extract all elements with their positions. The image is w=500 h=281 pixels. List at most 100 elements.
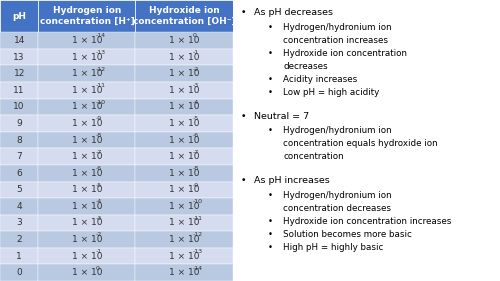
Text: High pH = highly basic: High pH = highly basic bbox=[284, 243, 384, 252]
Text: decreases: decreases bbox=[284, 62, 328, 71]
Text: -14: -14 bbox=[96, 33, 106, 38]
Bar bbox=[38, 82, 136, 99]
Text: -14: -14 bbox=[193, 266, 203, 271]
Text: -10: -10 bbox=[96, 100, 106, 105]
Bar bbox=[0, 65, 38, 82]
Bar bbox=[0, 165, 38, 182]
Bar bbox=[38, 198, 136, 215]
Text: -3: -3 bbox=[193, 83, 199, 88]
Bar bbox=[38, 165, 136, 182]
Text: -5: -5 bbox=[96, 183, 102, 188]
Bar bbox=[136, 231, 232, 248]
Text: 1 × 10: 1 × 10 bbox=[72, 218, 102, 228]
Bar bbox=[38, 215, 136, 231]
Text: 1 × 10: 1 × 10 bbox=[168, 202, 199, 211]
Bar bbox=[136, 148, 232, 165]
Bar bbox=[0, 99, 38, 115]
Bar bbox=[0, 148, 38, 165]
Text: 1 × 10: 1 × 10 bbox=[72, 152, 102, 161]
Text: As pH increases: As pH increases bbox=[254, 176, 330, 185]
Bar bbox=[38, 264, 136, 281]
Text: -2: -2 bbox=[96, 232, 102, 237]
Text: 1 × 10: 1 × 10 bbox=[72, 102, 102, 112]
Text: •: • bbox=[268, 49, 272, 58]
Text: -13: -13 bbox=[96, 50, 106, 55]
Bar bbox=[0, 182, 38, 198]
Text: 1 × 10: 1 × 10 bbox=[72, 268, 102, 277]
Text: 12: 12 bbox=[14, 69, 25, 78]
Text: Hydroxide ion concentration: Hydroxide ion concentration bbox=[284, 49, 408, 58]
Text: 8: 8 bbox=[16, 135, 22, 145]
Text: •: • bbox=[268, 217, 272, 226]
Text: •: • bbox=[240, 8, 246, 17]
Bar bbox=[0, 215, 38, 231]
Bar bbox=[136, 0, 232, 32]
Text: concentration equals hydroxide ion: concentration equals hydroxide ion bbox=[284, 139, 438, 148]
Text: 1 × 10: 1 × 10 bbox=[168, 268, 199, 277]
Text: Hydroxide ion concentration increases: Hydroxide ion concentration increases bbox=[284, 217, 452, 226]
Text: 3: 3 bbox=[16, 218, 22, 228]
Text: 1 × 10: 1 × 10 bbox=[72, 69, 102, 78]
Text: -4: -4 bbox=[193, 100, 199, 105]
Text: 1 × 10: 1 × 10 bbox=[72, 135, 102, 145]
Text: 1 × 10: 1 × 10 bbox=[168, 69, 199, 78]
Bar bbox=[0, 49, 38, 65]
Text: pH: pH bbox=[12, 12, 26, 21]
Text: Hydrogen/hydronium ion: Hydrogen/hydronium ion bbox=[284, 126, 392, 135]
Text: -12: -12 bbox=[193, 232, 203, 237]
Bar bbox=[38, 248, 136, 264]
Bar bbox=[0, 82, 38, 99]
Bar bbox=[136, 82, 232, 99]
Bar bbox=[136, 32, 232, 49]
Text: 1 × 10: 1 × 10 bbox=[72, 53, 102, 62]
Bar bbox=[38, 148, 136, 165]
Text: 5: 5 bbox=[16, 185, 22, 194]
Bar bbox=[0, 115, 38, 132]
Bar bbox=[38, 231, 136, 248]
Text: -9: -9 bbox=[193, 183, 199, 188]
Bar bbox=[136, 165, 232, 182]
Text: •: • bbox=[268, 191, 272, 200]
Text: 11: 11 bbox=[14, 86, 25, 95]
Text: -3: -3 bbox=[96, 216, 102, 221]
Bar bbox=[136, 99, 232, 115]
Text: 0: 0 bbox=[16, 268, 22, 277]
Bar bbox=[136, 198, 232, 215]
Text: As pH decreases: As pH decreases bbox=[254, 8, 333, 17]
Bar bbox=[136, 248, 232, 264]
Text: 1 × 10: 1 × 10 bbox=[72, 251, 102, 261]
Text: -1: -1 bbox=[96, 249, 102, 254]
Text: 1 × 10: 1 × 10 bbox=[168, 152, 199, 161]
Text: Solution becomes more basic: Solution becomes more basic bbox=[284, 230, 412, 239]
Text: 1 × 10: 1 × 10 bbox=[168, 235, 199, 244]
Text: 2: 2 bbox=[16, 235, 22, 244]
Bar bbox=[0, 0, 38, 32]
Text: 1 × 10: 1 × 10 bbox=[72, 235, 102, 244]
Bar bbox=[38, 49, 136, 65]
Text: -7: -7 bbox=[96, 149, 102, 155]
Bar bbox=[0, 198, 38, 215]
Text: 1 × 10: 1 × 10 bbox=[168, 53, 199, 62]
Text: 1 × 10: 1 × 10 bbox=[72, 119, 102, 128]
Text: 1 × 10: 1 × 10 bbox=[72, 36, 102, 45]
Text: 1 × 10: 1 × 10 bbox=[72, 185, 102, 194]
Text: 1 × 10: 1 × 10 bbox=[72, 202, 102, 211]
Bar bbox=[38, 182, 136, 198]
Text: •: • bbox=[268, 88, 272, 97]
Text: 1 × 10: 1 × 10 bbox=[168, 86, 199, 95]
Text: 1 × 10: 1 × 10 bbox=[168, 185, 199, 194]
Text: -10: -10 bbox=[193, 199, 203, 204]
Text: Acidity increases: Acidity increases bbox=[284, 75, 358, 84]
Text: 7: 7 bbox=[16, 152, 22, 161]
Text: 1 × 10: 1 × 10 bbox=[168, 102, 199, 112]
Text: -9: -9 bbox=[96, 116, 102, 121]
Bar bbox=[38, 132, 136, 148]
Text: -8: -8 bbox=[193, 166, 199, 171]
Text: •: • bbox=[268, 243, 272, 252]
Bar bbox=[136, 49, 232, 65]
Bar bbox=[38, 0, 136, 32]
Text: •: • bbox=[268, 230, 272, 239]
Bar bbox=[0, 231, 38, 248]
Text: •: • bbox=[268, 126, 272, 135]
Bar bbox=[136, 264, 232, 281]
